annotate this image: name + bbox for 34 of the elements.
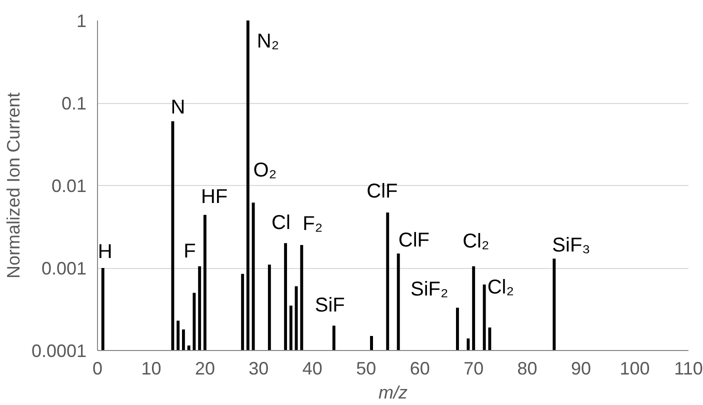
y-tick-label: 0.01 bbox=[51, 176, 87, 196]
annotation: Cl₂ bbox=[487, 276, 514, 299]
annotation: SiF₂ bbox=[410, 278, 448, 301]
annotation: H bbox=[98, 241, 112, 263]
x-tick-label: 70 bbox=[464, 358, 484, 378]
annotation: O₂ bbox=[253, 160, 277, 182]
y-tick-label: 0.1 bbox=[61, 94, 87, 114]
annotation: ClF bbox=[398, 229, 430, 252]
x-tick-label: 80 bbox=[517, 358, 538, 378]
x-tick-label: 20 bbox=[194, 358, 215, 378]
x-tick-label: 110 bbox=[674, 358, 703, 378]
annotation: HF bbox=[200, 186, 228, 208]
annotation: N bbox=[170, 96, 186, 118]
annotation: Cl₂ bbox=[462, 230, 490, 252]
x-tick-label: 100 bbox=[620, 358, 650, 378]
x-tick-label: 60 bbox=[410, 358, 430, 378]
annotation: F bbox=[184, 240, 196, 262]
annotation: ClF bbox=[366, 180, 398, 203]
x-tick-label: 30 bbox=[248, 358, 269, 378]
annotation: SiF₃ bbox=[552, 234, 590, 257]
x-tick-label: 50 bbox=[356, 358, 376, 378]
x-axis-title: m/z bbox=[378, 382, 408, 402]
x-tick-label: 90 bbox=[571, 358, 592, 378]
y-tick-label: 0.0001 bbox=[31, 341, 87, 361]
x-tick-label: 10 bbox=[141, 358, 162, 378]
annotation: F₂ bbox=[302, 213, 323, 236]
y-tick-label: 1 bbox=[76, 11, 87, 31]
annotation: SiF bbox=[314, 294, 345, 317]
x-tick-label: 0 bbox=[92, 358, 103, 378]
y-axis-title: Normalized Ion Current bbox=[3, 92, 24, 279]
annotation: Cl bbox=[272, 212, 290, 234]
annotation: N₂ bbox=[256, 30, 280, 52]
x-tick-label: 40 bbox=[302, 358, 322, 378]
y-tick-label: 0.001 bbox=[41, 258, 87, 278]
